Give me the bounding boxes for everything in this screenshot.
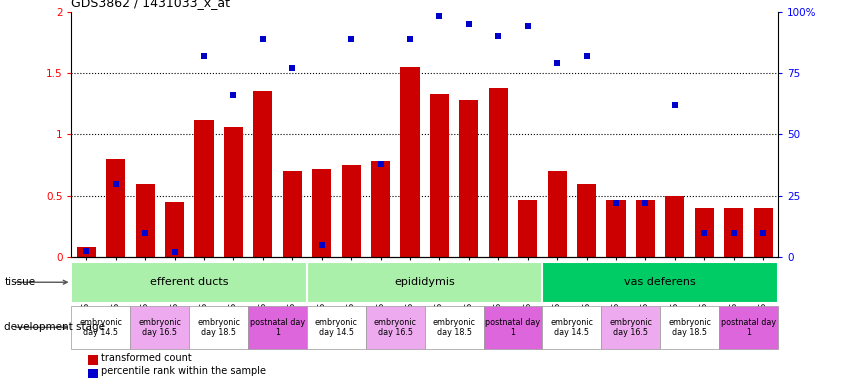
Bar bbox=[484, 306, 542, 349]
Point bbox=[138, 230, 151, 236]
Text: embryonic
day 16.5: embryonic day 16.5 bbox=[609, 318, 653, 337]
Text: postnatal day
1: postnatal day 1 bbox=[250, 318, 305, 337]
Bar bbox=[135, 184, 155, 257]
Point bbox=[550, 60, 563, 66]
Point bbox=[167, 249, 181, 255]
Text: vas deferens: vas deferens bbox=[624, 277, 696, 287]
Bar bbox=[253, 91, 272, 257]
Text: embryonic
day 18.5: embryonic day 18.5 bbox=[197, 318, 241, 337]
Point bbox=[108, 180, 123, 187]
Point bbox=[315, 242, 328, 248]
Point bbox=[256, 35, 269, 41]
Bar bbox=[430, 94, 449, 257]
Bar bbox=[400, 67, 420, 257]
Bar bbox=[665, 196, 685, 257]
Text: postnatal day
1: postnatal day 1 bbox=[485, 318, 541, 337]
Point bbox=[344, 35, 357, 41]
Bar bbox=[283, 171, 302, 257]
Point bbox=[462, 21, 475, 27]
Point bbox=[609, 200, 622, 206]
Text: percentile rank within the sample: percentile rank within the sample bbox=[101, 366, 266, 376]
Text: embryonic
day 18.5: embryonic day 18.5 bbox=[432, 318, 476, 337]
Bar bbox=[636, 200, 655, 257]
Bar bbox=[366, 306, 425, 349]
Text: tissue: tissue bbox=[4, 277, 35, 287]
Point bbox=[727, 230, 740, 236]
Bar bbox=[719, 306, 778, 349]
Bar bbox=[577, 184, 596, 257]
Point bbox=[197, 53, 210, 59]
Bar bbox=[165, 202, 184, 257]
Text: embryonic
day 18.5: embryonic day 18.5 bbox=[668, 318, 711, 337]
Bar bbox=[130, 306, 189, 349]
Bar bbox=[547, 171, 567, 257]
Text: embryonic
day 14.5: embryonic day 14.5 bbox=[79, 318, 123, 337]
Bar bbox=[106, 159, 125, 257]
Point bbox=[79, 248, 93, 254]
Bar bbox=[307, 306, 366, 349]
Text: embryonic
day 16.5: embryonic day 16.5 bbox=[138, 318, 182, 337]
Point bbox=[756, 230, 770, 236]
Bar bbox=[307, 262, 542, 303]
Bar bbox=[371, 161, 390, 257]
Text: efferent ducts: efferent ducts bbox=[150, 277, 229, 287]
Bar bbox=[695, 208, 714, 257]
Bar bbox=[606, 200, 626, 257]
Point bbox=[373, 161, 387, 167]
Point bbox=[432, 13, 446, 20]
Point bbox=[668, 102, 681, 108]
Bar bbox=[660, 306, 719, 349]
Point bbox=[521, 23, 534, 29]
Text: postnatal day
1: postnatal day 1 bbox=[721, 318, 776, 337]
Text: GDS3862 / 1431033_x_at: GDS3862 / 1431033_x_at bbox=[71, 0, 230, 9]
Bar bbox=[459, 100, 479, 257]
Bar bbox=[194, 120, 214, 257]
Bar bbox=[601, 306, 660, 349]
Point bbox=[226, 92, 240, 98]
Point bbox=[638, 200, 652, 206]
Point bbox=[697, 230, 711, 236]
Point bbox=[403, 35, 416, 41]
Bar bbox=[77, 247, 96, 257]
Text: embryonic
day 16.5: embryonic day 16.5 bbox=[373, 318, 417, 337]
Bar bbox=[224, 127, 243, 257]
Point bbox=[491, 33, 505, 39]
Text: transformed count: transformed count bbox=[101, 353, 192, 363]
Bar bbox=[248, 306, 307, 349]
Text: embryonic
day 14.5: embryonic day 14.5 bbox=[550, 318, 594, 337]
Point bbox=[285, 65, 299, 71]
Bar bbox=[754, 208, 773, 257]
Text: embryonic
day 14.5: embryonic day 14.5 bbox=[315, 318, 358, 337]
Bar bbox=[312, 169, 331, 257]
Text: epididymis: epididymis bbox=[394, 277, 455, 287]
Bar bbox=[542, 306, 601, 349]
Bar bbox=[518, 200, 537, 257]
Bar bbox=[71, 306, 130, 349]
Bar bbox=[489, 88, 508, 257]
Bar bbox=[341, 165, 361, 257]
Bar bbox=[189, 306, 248, 349]
Point bbox=[579, 53, 593, 59]
Bar bbox=[71, 262, 307, 303]
Bar bbox=[425, 306, 484, 349]
Text: development stage: development stage bbox=[4, 322, 105, 333]
Bar bbox=[724, 208, 743, 257]
Bar bbox=[542, 262, 778, 303]
